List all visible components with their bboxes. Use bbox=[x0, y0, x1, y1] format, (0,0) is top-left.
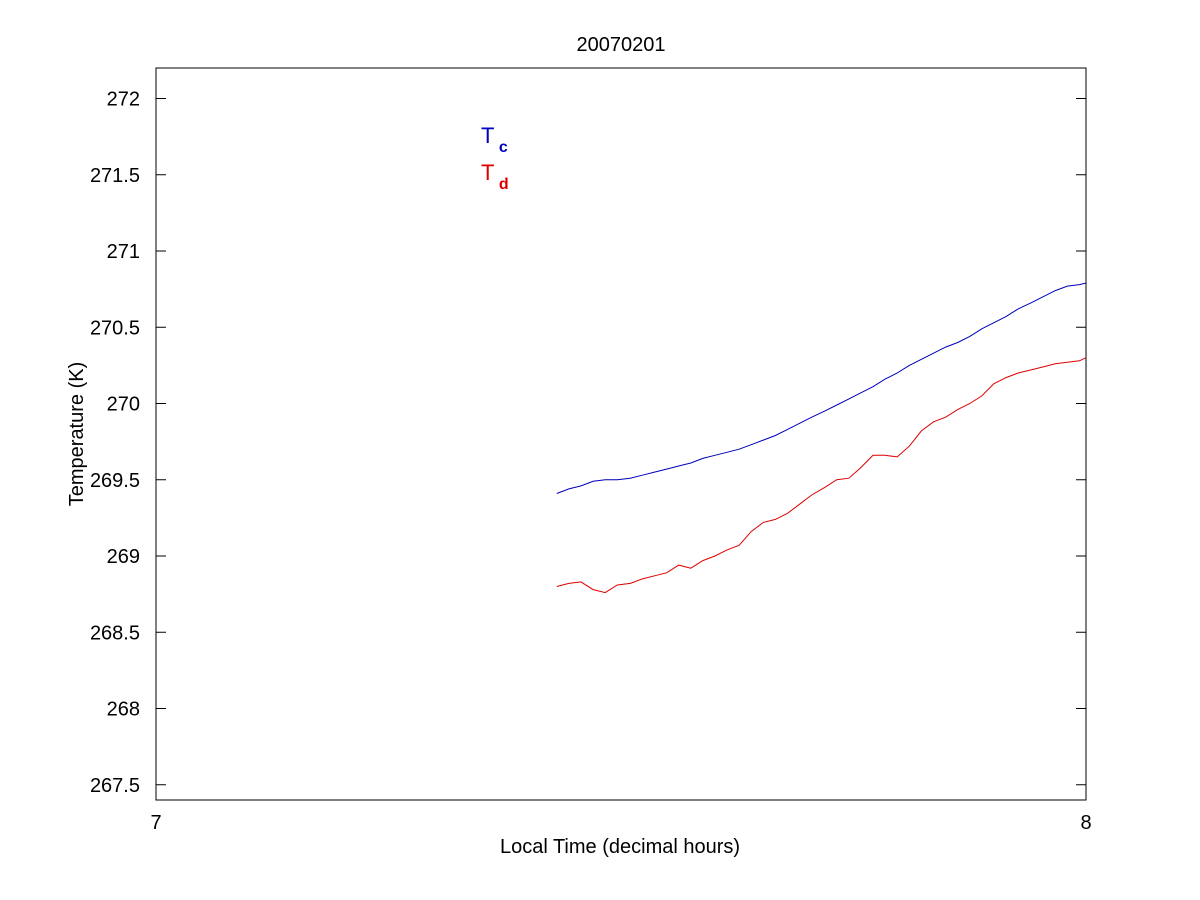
y-tick-label: 267.5 bbox=[90, 775, 140, 797]
series-line-tc bbox=[556, 282, 1087, 494]
legend-entry-tc: T c bbox=[481, 123, 508, 156]
y-tick-label: 268 bbox=[107, 699, 140, 721]
series-layer bbox=[556, 282, 1087, 594]
y-tick-label: 270.5 bbox=[90, 317, 140, 339]
legend: T c T d bbox=[481, 123, 509, 193]
chart-title: 20070201 bbox=[577, 34, 666, 56]
y-tick-label: 268.5 bbox=[90, 622, 140, 644]
legend-tc-sub: c bbox=[499, 139, 508, 156]
legend-td-sub: d bbox=[499, 176, 509, 193]
legend-td-main: T bbox=[481, 160, 494, 185]
y-axis-title: Temperature (K) bbox=[66, 362, 88, 507]
legend-tc-main: T bbox=[481, 123, 494, 148]
x-axis-title: Local Time (decimal hours) bbox=[500, 836, 740, 858]
x-tick-label: 8 bbox=[1080, 812, 1091, 834]
y-tick-label: 270 bbox=[107, 394, 140, 416]
y-tick-label: 271 bbox=[107, 241, 140, 263]
y-tick-label: 271.5 bbox=[90, 165, 140, 187]
plot-area bbox=[155, 67, 1087, 801]
y-tick-label: 269.5 bbox=[90, 470, 140, 492]
x-tick-label: 7 bbox=[150, 812, 161, 834]
ticks-layer: 267.5 268 268.5 269 269.5 270 270.5 271 271.5 272… bbox=[90, 68, 1092, 834]
legend-entry-td: T d bbox=[481, 160, 509, 193]
y-tick-label: 269 bbox=[107, 546, 140, 568]
series-line-td bbox=[556, 357, 1087, 594]
y-tick-label: 272 bbox=[107, 89, 140, 111]
